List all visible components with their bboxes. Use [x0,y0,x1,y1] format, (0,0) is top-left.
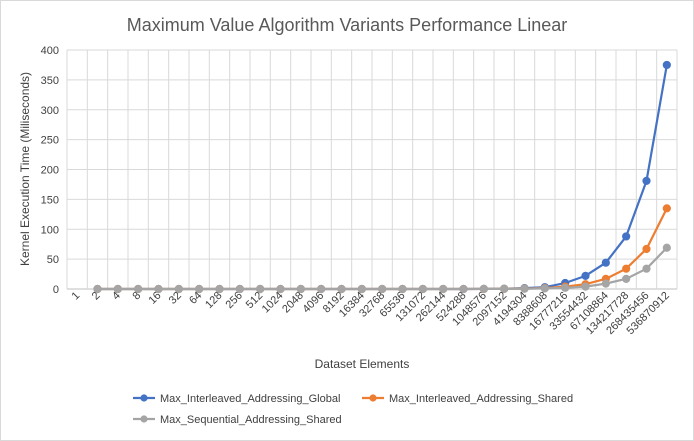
x-tick-label: 2048 [280,290,306,316]
chart-title: Maximum Value Algorithm Variants Perform… [127,15,568,35]
y-tick-label: 100 [41,224,59,236]
data-point [317,284,326,294]
legend-marker [369,394,377,402]
data-point [642,176,651,185]
x-axis-ticks: 1 2 4 8 16 32 64128256512102420484096819216384… [69,290,671,337]
data-point [622,232,631,241]
gridlines [66,49,678,290]
data-point [439,284,448,294]
data-point [601,258,610,267]
data-point [581,271,590,280]
y-tick-label: 400 [41,45,59,57]
x-tick-label: 256 [223,290,244,311]
legend-entry: Max_Interleaved_Addressing_Global [160,393,340,405]
data-point [418,284,427,294]
data-point [622,264,631,273]
y-tick-label: 250 [41,135,59,147]
series-line [97,247,668,291]
y-tick-label: 50 [47,254,59,266]
data-point [378,284,387,294]
data-point [154,284,163,294]
series-lines [93,60,671,294]
y-tick-label: 200 [41,165,59,177]
data-point [500,284,509,293]
data-point [93,284,102,294]
y-tick-label: 350 [41,75,59,87]
data-point [561,283,570,292]
data-point [215,284,224,294]
legend-entry: Max_Interleaved_Addressing_Shared [389,393,573,405]
data-point [357,284,366,294]
data-point [134,284,143,294]
data-point [662,204,671,213]
data-point [195,284,204,294]
legend-marker [140,415,148,423]
y-tick-label: 300 [41,105,59,117]
data-point [296,284,305,294]
y-axis-label: Kernel Execution Time (Miliseconds) [18,72,32,266]
data-point [256,284,265,294]
data-point [235,284,244,294]
data-point [398,284,407,294]
y-tick-label: 150 [41,194,59,206]
x-tick-label: 1024 [260,290,286,316]
data-point [540,284,549,293]
data-point [276,284,285,294]
series-line [97,64,668,291]
y-axis-ticks: 0 50 100 150 200 250 300 350 400 [41,45,59,296]
data-point [581,282,590,291]
data-point [642,264,651,273]
data-point [174,284,183,294]
data-point [479,284,488,294]
data-point [520,284,529,293]
data-point [337,284,346,294]
legend-marker [140,394,148,402]
y-tick-label: 0 [53,284,59,296]
data-point [662,60,671,70]
data-point [662,243,671,252]
data-point [113,284,122,294]
data-point [459,284,468,294]
legend: Max_Interleaved_Addressing_Global Max_Int… [133,393,573,426]
data-point [642,244,651,254]
x-tick-label: 1 [69,290,82,303]
data-point [601,279,610,288]
x-tick-label: 128 [203,290,224,311]
x-tick-label: 4096 [300,290,326,316]
data-point [622,274,631,283]
x-axis-label: Dataset Elements [315,357,410,371]
legend-entry: Max_Sequential_Addressing_Shared [160,414,342,426]
